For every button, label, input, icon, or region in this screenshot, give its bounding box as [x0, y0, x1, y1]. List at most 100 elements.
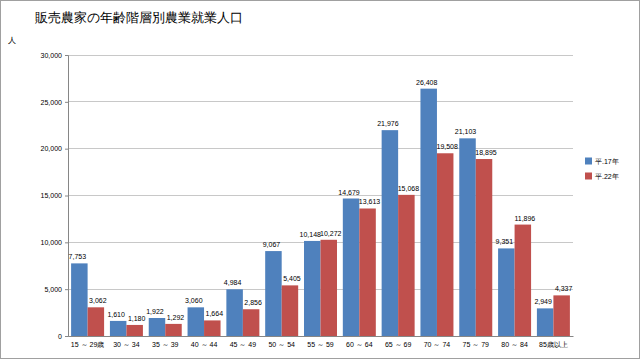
grid-line	[68, 101, 573, 102]
data-label: 1,292	[167, 314, 185, 321]
bar	[553, 295, 569, 336]
x-tick-label: 45 ～ 49	[230, 341, 257, 348]
y-tick: 25,000	[41, 99, 68, 106]
x-tick: 45 ～ 49	[230, 341, 257, 348]
data-label: 2,949	[534, 298, 552, 305]
legend-label: 平.22年	[595, 173, 619, 180]
x-tick: 75 ～ 79	[463, 341, 490, 348]
x-tick-label: 40 ～ 44	[191, 341, 218, 348]
bar	[343, 199, 359, 336]
data-label: 2,856	[244, 299, 262, 306]
bar	[304, 241, 320, 336]
data-label: 18,895	[475, 149, 497, 156]
y-tick-label: 10,000	[41, 239, 63, 246]
data-label: 14,679	[338, 189, 360, 196]
legend: 平.17年平.22年	[585, 158, 619, 180]
y-tick: 5,000	[44, 286, 68, 293]
data-label: 1,922	[146, 308, 164, 315]
x-tick-label: 75 ～ 79	[463, 341, 490, 348]
x-tick-label: 80 ～ 84	[501, 341, 528, 348]
legend-swatch	[585, 158, 592, 165]
y-tick: 15,000	[41, 192, 68, 199]
data-label: 1,180	[128, 315, 146, 322]
x-tick: 65 ～ 69	[385, 341, 412, 348]
y-tick-label: 20,000	[41, 145, 63, 152]
y-tick-mark	[65, 289, 68, 290]
legend-item: 平.17年	[585, 158, 619, 165]
y-tick-label: 0	[58, 333, 62, 340]
x-axis-line	[69, 336, 574, 337]
bar	[498, 248, 514, 336]
x-tick-label: 35 ～ 39	[152, 341, 179, 348]
x-tick-label: 30 ～ 34	[113, 341, 140, 348]
grid-line	[68, 195, 573, 196]
x-tick: 35 ～ 39	[152, 341, 179, 348]
series	[88, 153, 570, 336]
y-tick: 10,000	[41, 239, 68, 246]
bar	[537, 308, 553, 336]
bar	[321, 240, 337, 336]
y-tick: 30,000	[41, 52, 68, 59]
y-tick-mark	[65, 196, 68, 197]
bar	[188, 307, 204, 336]
x-tick: 30 ～ 34	[113, 341, 140, 348]
bar	[165, 324, 181, 336]
legend-label: 平.17年	[595, 158, 619, 165]
frame	[1, 1, 640, 359]
series	[71, 89, 553, 336]
bar	[382, 130, 398, 336]
bar	[226, 289, 242, 336]
y-axis-title: 人	[8, 36, 16, 45]
grid-line	[68, 55, 573, 56]
bar	[459, 138, 475, 336]
data-label: 4,984	[224, 279, 242, 286]
x-tick-label: 60 ～ 64	[346, 341, 373, 348]
data-label: 4,337	[555, 285, 573, 292]
x-tick: 60 ～ 64	[346, 341, 373, 348]
bar	[149, 318, 165, 336]
y-axis: 0 5,000 10,000 15,000 20,000 25,000 30,000	[41, 52, 69, 340]
bar	[88, 307, 104, 336]
data-label: 1,610	[107, 311, 125, 318]
bars	[71, 89, 570, 336]
legend-item: 平.22年	[585, 173, 619, 180]
y-tick-mark	[65, 336, 68, 337]
y-tick-mark	[65, 102, 68, 103]
x-tick: 15 ～ 29歳	[71, 341, 104, 348]
x-tick: 80 ～ 84	[501, 341, 528, 348]
data-label: 7,753	[69, 253, 87, 260]
bar	[110, 321, 126, 336]
y-tick: 20,000	[41, 145, 68, 152]
x-tick: 85歳以上	[539, 341, 568, 348]
data-label: 15,068	[398, 185, 420, 192]
data-label: 5,405	[283, 275, 301, 282]
bar	[204, 320, 220, 336]
data-labels: 7,7531,6101,9223,0604,9849,06710,14814,6…	[69, 79, 573, 322]
data-label: 3,062	[89, 297, 107, 304]
y-tick: 0	[58, 333, 68, 340]
chart: 販売農家の年齢階層別農業就業人口人05,00010,00015,00020,00…	[0, 0, 640, 359]
y-tick-mark	[65, 55, 68, 56]
x-axis: 15 ～ 29歳 30 ～ 34 35 ～ 39 40 ～ 44 45 ～ 49 50 ～…	[69, 337, 574, 349]
grid-line	[68, 148, 573, 149]
y-tick-label: 30,000	[41, 52, 63, 59]
bar	[71, 263, 87, 336]
bar	[359, 208, 375, 336]
y-axis-line	[65, 56, 69, 337]
x-tick: 40 ～ 44	[191, 341, 218, 348]
data-label: 26,408	[416, 79, 438, 86]
x-tick-label: 15 ～ 29歳	[71, 341, 104, 348]
x-tick: 50 ～ 54	[268, 341, 295, 348]
legend-swatch	[585, 173, 592, 180]
x-tick-label: 85歳以上	[539, 341, 568, 348]
data-label: 9,351	[496, 238, 514, 245]
bar	[398, 195, 414, 336]
y-tick-label: 25,000	[41, 99, 63, 106]
data-label: 19,508	[436, 143, 458, 150]
x-tick-label: 55 ～ 59	[307, 341, 334, 348]
data-label: 21,103	[455, 128, 477, 135]
y-tick-label: 15,000	[41, 192, 63, 199]
data-label: 3,060	[185, 297, 203, 304]
bar	[515, 225, 531, 336]
bar	[282, 285, 298, 336]
